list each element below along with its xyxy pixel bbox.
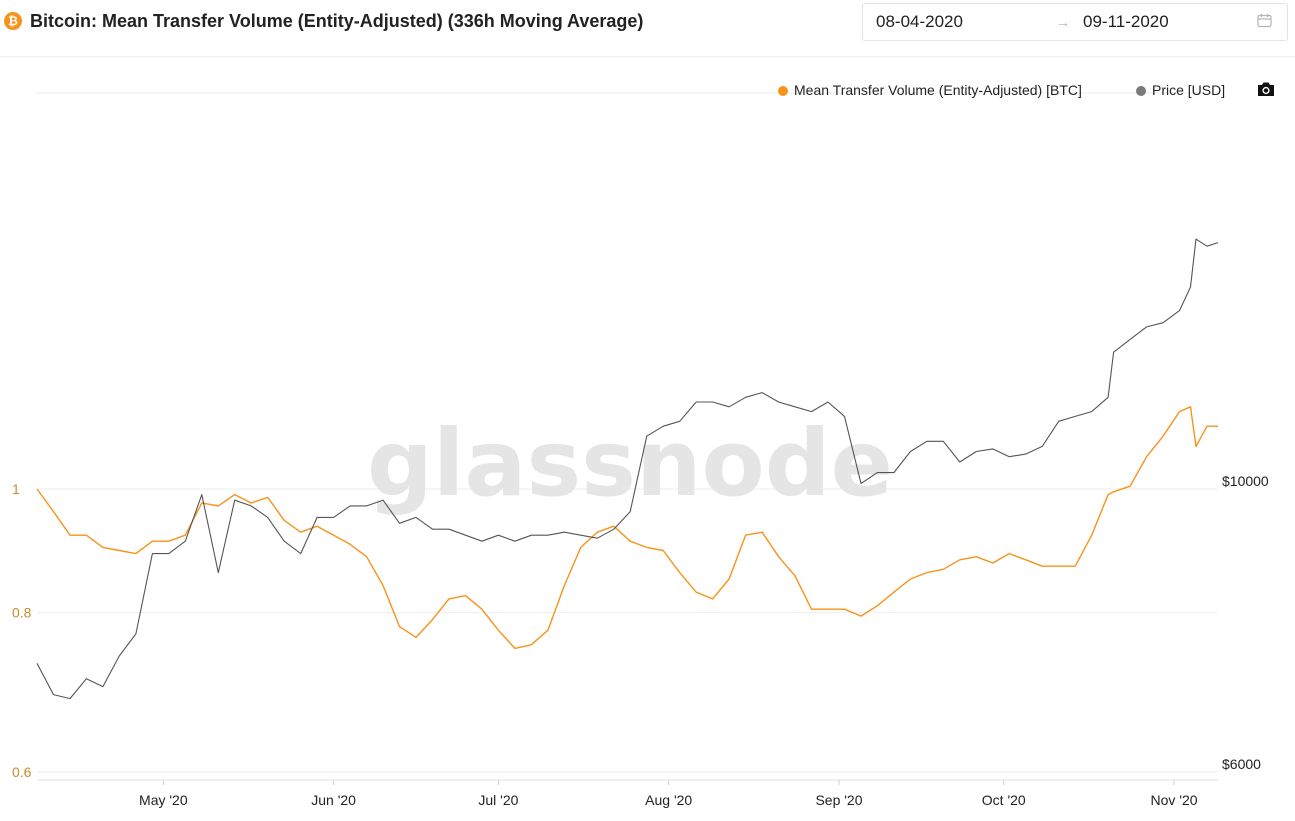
legend-dot-gray xyxy=(1136,86,1146,96)
legend-item-transfer-volume[interactable]: Mean Transfer Volume (Entity-Adjusted) [… xyxy=(778,82,1082,98)
series-layer xyxy=(36,238,1219,700)
bitcoin-icon: ₿ xyxy=(4,12,22,30)
left-tick-label: 0.8 xyxy=(12,605,32,621)
x-tick-label: Nov '20 xyxy=(1151,792,1198,808)
range-arrow-icon: → xyxy=(1056,14,1070,30)
x-tick-label: Sep '20 xyxy=(815,792,862,808)
x-axis: May '20 Jun '20 Jul '20 Aug '20 Sep '20 Oct '… xyxy=(139,780,1198,808)
series-line-transfer-volume xyxy=(36,406,1218,650)
chart-legend: Mean Transfer Volume (Entity-Adjusted) [… xyxy=(0,82,1295,102)
right-axis: $6000 $10000 xyxy=(1222,473,1269,772)
x-tick-label: Oct '20 xyxy=(982,792,1026,808)
legend-dot-orange xyxy=(778,86,788,96)
chart-title: Bitcoin: Mean Transfer Volume (Entity-Ad… xyxy=(30,11,644,31)
x-tick-label: Aug '20 xyxy=(645,792,692,808)
legend-label: Price [USD] xyxy=(1152,82,1226,98)
legend-label: Mean Transfer Volume (Entity-Adjusted) [… xyxy=(794,82,1082,98)
calendar-icon[interactable] xyxy=(1257,13,1272,28)
chart-header: ₿ Bitcoin: Mean Transfer Volume (Entity-… xyxy=(0,0,1295,57)
grid-lines xyxy=(37,92,1218,781)
left-axis: 0.6 0.8 1 xyxy=(12,481,32,780)
camera-icon[interactable] xyxy=(1256,81,1276,98)
x-tick-label: May '20 xyxy=(139,792,188,808)
watermark: glassnode xyxy=(367,410,893,517)
right-tick-label: $10000 xyxy=(1222,473,1269,489)
x-tick-label: Jul '20 xyxy=(478,792,518,808)
x-tick-label: Jun '20 xyxy=(311,792,356,808)
left-tick-label: 1 xyxy=(12,481,20,497)
legend-item-price[interactable]: Price [USD] xyxy=(1136,82,1225,98)
date-range-picker[interactable]: → xyxy=(862,3,1288,41)
end-date-input[interactable] xyxy=(1083,12,1203,32)
start-date-input[interactable] xyxy=(876,12,996,32)
series-line-price xyxy=(36,238,1219,700)
left-tick-label: 0.6 xyxy=(12,764,32,780)
right-tick-label: $6000 xyxy=(1222,756,1261,772)
